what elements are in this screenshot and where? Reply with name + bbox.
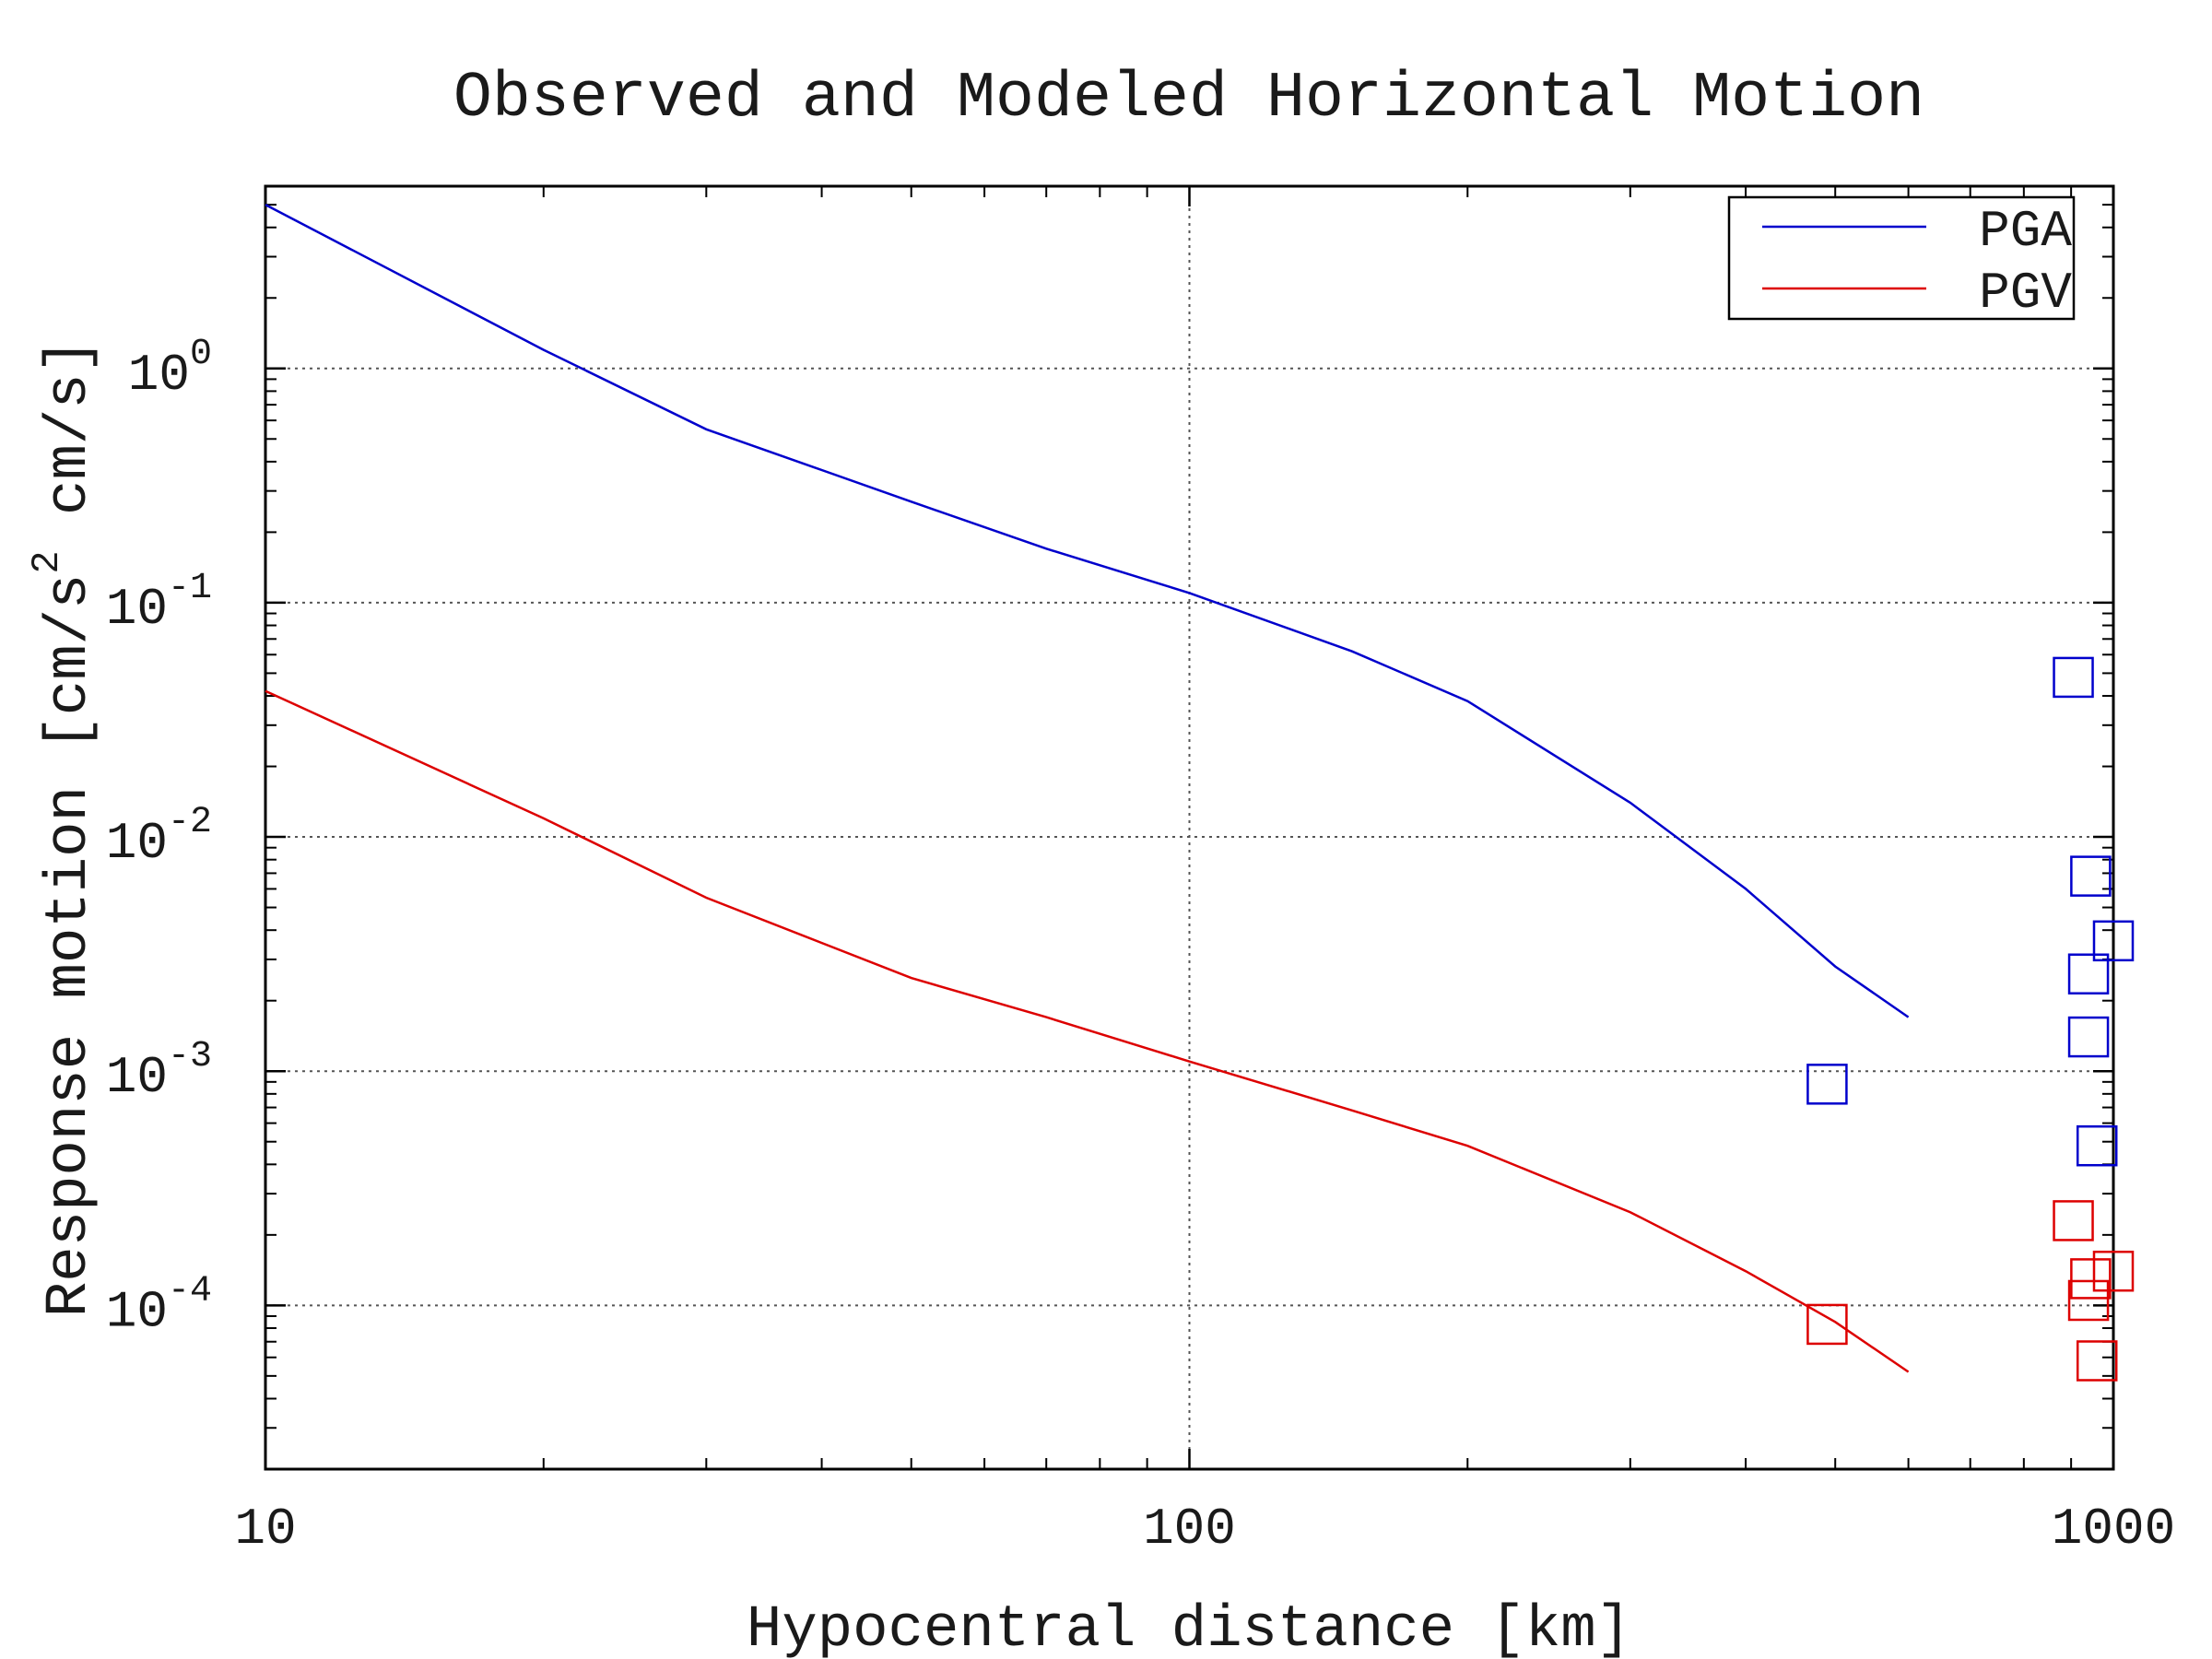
observed-pgv-marker xyxy=(2076,1340,2118,1382)
grid-lines xyxy=(265,186,2113,1469)
observations-layer xyxy=(1806,656,2135,1382)
observed-pgv-marker xyxy=(2067,1279,2110,1322)
y-axis-label: Response motion [cm/s2 cm/s] xyxy=(25,338,103,1317)
legend: PGA PGV xyxy=(1727,195,2076,323)
y-tick-base: 10 xyxy=(106,1282,168,1341)
series-line-pga xyxy=(265,203,1910,1018)
y-axis-label-sup: 2 xyxy=(25,550,69,573)
legend-label-pga: PGA xyxy=(1979,202,2072,261)
legend-box xyxy=(1727,195,2076,321)
observed-pga-marker xyxy=(2076,1124,2118,1167)
y-tick-exponent: -1 xyxy=(168,568,212,609)
x-tick-label: 10 xyxy=(234,1500,296,1559)
y-tick-exponent: -4 xyxy=(168,1270,212,1312)
chart-title: Observed and Modeled Horizontal Motion xyxy=(453,63,1924,135)
y-axis-label-rest: cm/s] xyxy=(37,338,103,550)
minor-ticks xyxy=(264,185,2115,1470)
legend-label-pgv: PGV xyxy=(1979,264,2072,323)
series-layer xyxy=(265,203,1910,1373)
y-tick-label: 10-1 xyxy=(106,568,212,639)
y-tick-base: 10 xyxy=(106,814,168,873)
y-tick-label: 10-4 xyxy=(106,1270,212,1341)
observed-pgv-marker xyxy=(2092,1250,2135,1292)
observed-pga-marker xyxy=(1806,1064,1848,1105)
y-tick-label: 10-2 xyxy=(106,802,212,873)
y-tick-base: 10 xyxy=(106,580,168,639)
series-line-pgv xyxy=(265,689,1910,1373)
y-tick-base: 10 xyxy=(106,1048,168,1107)
y-tick-base: 10 xyxy=(128,346,190,405)
observed-pga-marker xyxy=(2067,1016,2110,1058)
x-tick-label: 100 xyxy=(1143,1500,1236,1559)
y-tick-exponent: -2 xyxy=(168,802,212,843)
observed-pgv-marker xyxy=(2070,1258,2112,1300)
x-axis-label: Hypocentral distance [km] xyxy=(747,1597,1631,1659)
observed-pga-marker xyxy=(2067,953,2110,994)
y-tick-label: 10-3 xyxy=(106,1036,212,1107)
y-tick-exponent: -3 xyxy=(168,1036,212,1077)
observed-pga-marker xyxy=(2053,656,2094,699)
observed-pgv-marker xyxy=(2053,1200,2094,1241)
plot-frame xyxy=(264,184,2115,1471)
y-tick-label: 100 xyxy=(128,334,212,405)
observed-pgv-marker xyxy=(1806,1303,1848,1346)
x-tick-labels: 10 100 1000 xyxy=(234,1500,2175,1559)
y-tick-exponent: 0 xyxy=(190,334,212,375)
y-axis-label-main: Response motion [cm/s xyxy=(37,574,103,1318)
x-tick-label: 1000 xyxy=(2052,1500,2175,1559)
observed-pga-marker xyxy=(2070,855,2112,897)
observed-pga-marker xyxy=(2092,920,2135,962)
